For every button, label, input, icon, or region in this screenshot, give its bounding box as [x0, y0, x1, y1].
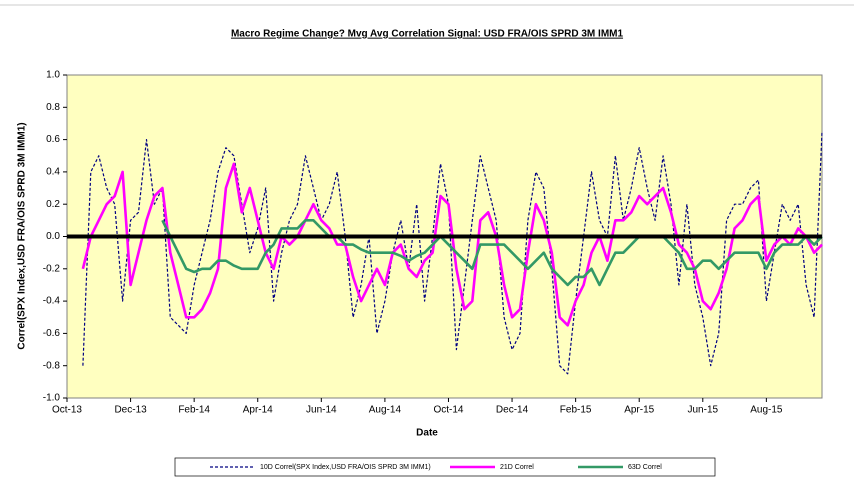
x-tick-label: Oct-13: [52, 405, 82, 416]
x-axis-label: Date: [416, 428, 438, 439]
x-tick-label: Apr-15: [624, 405, 654, 416]
y-tick-label: -0.8: [43, 360, 61, 371]
y-tick-label: 0.8: [46, 102, 60, 113]
y-tick-label: -0.6: [43, 328, 61, 339]
y-tick-label: -0.4: [43, 296, 61, 307]
y-tick-label: 0.0: [46, 231, 60, 242]
y-tick-label: 0.6: [46, 134, 60, 145]
x-tick-label: Oct-14: [433, 405, 463, 416]
x-tick-label: Jun-14: [306, 405, 337, 416]
x-tick-label: Aug-14: [369, 405, 402, 416]
legend-label: 21D Correl: [500, 464, 534, 471]
x-tick-label: Aug-15: [750, 405, 783, 416]
y-tick-label: 0.4: [46, 167, 60, 178]
y-tick-label: -1.0: [43, 393, 61, 404]
legend-label: 63D Correl: [628, 464, 662, 471]
y-tick-label: 0.2: [46, 199, 60, 210]
y-tick-label: -0.2: [43, 263, 61, 274]
x-tick-label: Dec-14: [496, 405, 529, 416]
x-tick-label: Jun-15: [688, 405, 719, 416]
x-tick-label: Dec-13: [114, 405, 147, 416]
y-axis-label: Correl(SPX Index,USD FRA/OIS SPRD 3M IMM…: [17, 122, 28, 349]
y-tick-label: 1.0: [46, 70, 60, 81]
x-tick-label: Apr-14: [243, 405, 273, 416]
chart-title: Macro Regime Change? Mvg Avg Correlation…: [231, 29, 624, 40]
legend-box: [174, 457, 716, 477]
legend-label: 10D Correl(SPX Index,USD FRA/OIS SPRD 3M…: [260, 464, 431, 471]
series-line: [161, 219, 823, 287]
x-tick-label: Feb-15: [560, 405, 592, 416]
x-tick-label: Feb-14: [178, 405, 210, 416]
